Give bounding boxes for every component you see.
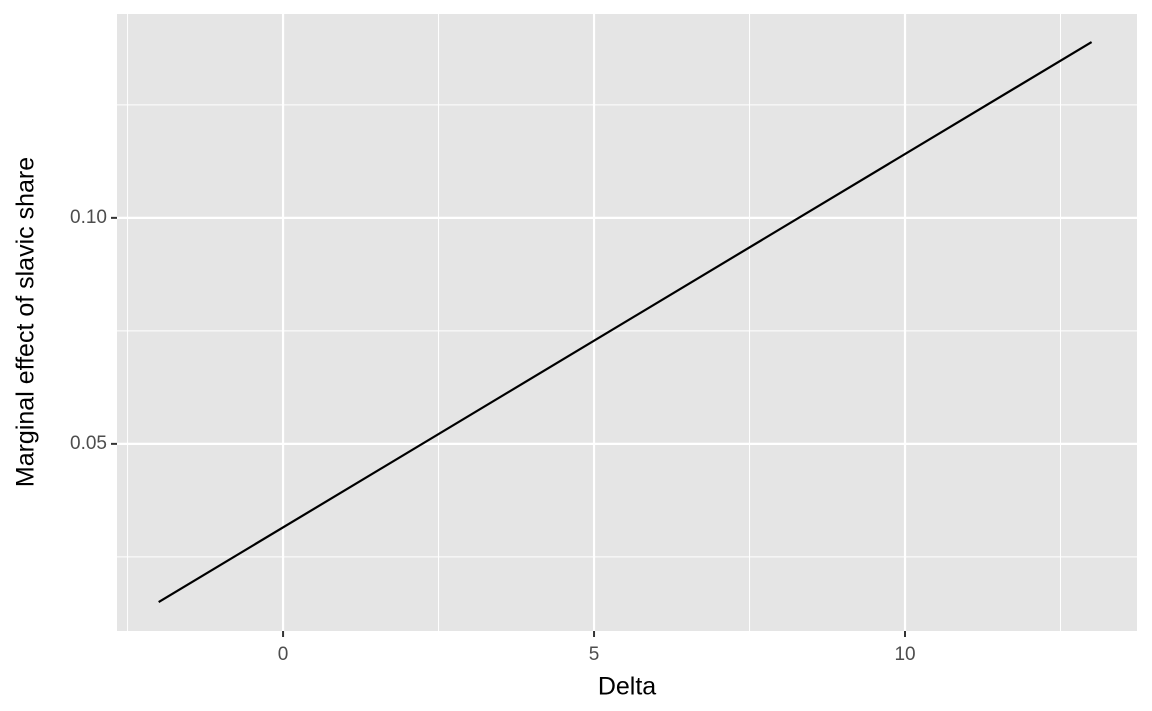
y-axis-title: Marginal effect of slavic share	[12, 157, 40, 487]
x-tick-label: 10	[894, 644, 915, 665]
y-tick-label: 0.05	[70, 433, 107, 454]
x-axis-title: Delta	[598, 673, 656, 701]
x-tick-label: 5	[589, 644, 600, 665]
x-tick-label: 0	[278, 644, 289, 665]
data-line	[158, 41, 1093, 604]
y-tick-label: 0.10	[70, 207, 107, 228]
